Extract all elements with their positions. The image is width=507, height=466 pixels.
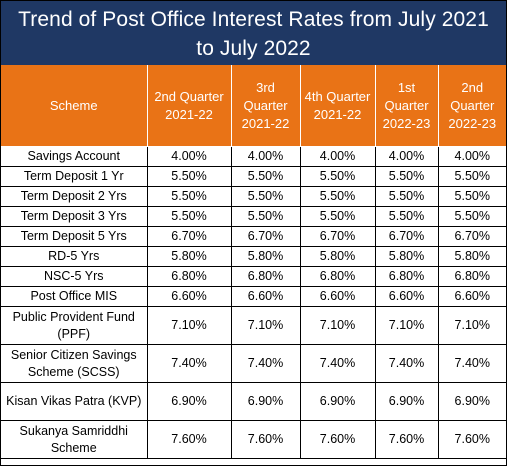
scheme-name-cell: Senior Citizen Savings Scheme (SCSS) bbox=[1, 344, 148, 383]
rate-cell: 5.50% bbox=[374, 206, 439, 227]
rate-cell: 5.80% bbox=[299, 246, 376, 267]
interest-rates-table: Scheme 2nd Quarter 2021-22 3rd Quarter 2… bbox=[1, 65, 506, 459]
column-header-q2-2021-22: 2nd Quarter 2021-22 bbox=[146, 65, 232, 147]
rate-cell: 6.80% bbox=[299, 266, 376, 287]
rate-cell: 6.60% bbox=[437, 286, 506, 307]
rate-cell: 7.60% bbox=[146, 420, 232, 459]
column-header-q2-2022-23: 2nd Quarter 2022-23 bbox=[437, 65, 506, 147]
rate-cell: 7.40% bbox=[146, 344, 232, 383]
rate-cell: 7.10% bbox=[230, 306, 301, 345]
rate-cell: 5.80% bbox=[437, 246, 506, 267]
rate-cell: 6.90% bbox=[374, 382, 439, 421]
table-body: Savings Account 4.00% 4.00% 4.00% 4.00% 4.00%… bbox=[1, 146, 506, 459]
rate-cell: 4.00% bbox=[299, 146, 376, 167]
rate-cell: 6.80% bbox=[374, 266, 439, 287]
table-row: Kisan Vikas Patra (KVP) 6.90% 6.90% 6.90% 6.… bbox=[1, 382, 506, 421]
scheme-name-cell: Term Deposit 5 Yrs bbox=[1, 226, 148, 247]
header-row: Scheme 2nd Quarter 2021-22 3rd Quarter 2… bbox=[1, 65, 506, 147]
scheme-name-cell: Savings Account bbox=[1, 146, 148, 167]
rate-cell: 6.80% bbox=[230, 266, 301, 287]
rate-cell: 7.40% bbox=[299, 344, 376, 383]
rate-cell: 7.10% bbox=[437, 306, 506, 345]
table-title: Trend of Post Office Interest Rates from… bbox=[1, 1, 506, 65]
rate-cell: 7.10% bbox=[146, 306, 232, 345]
column-header-scheme: Scheme bbox=[1, 65, 148, 147]
rate-cell: 6.70% bbox=[374, 226, 439, 247]
rate-cell: 7.60% bbox=[374, 420, 439, 459]
rate-cell: 6.60% bbox=[374, 286, 439, 307]
rate-cell: 6.70% bbox=[230, 226, 301, 247]
rate-cell: 7.60% bbox=[437, 420, 506, 459]
table-row: Public Provident Fund (PPF) 7.10% 7.10% 7.1… bbox=[1, 306, 506, 345]
rate-cell: 6.70% bbox=[299, 226, 376, 247]
rate-cell: 6.60% bbox=[299, 286, 376, 307]
rate-cell: 7.60% bbox=[299, 420, 376, 459]
rate-cell: 5.50% bbox=[299, 186, 376, 207]
scheme-name-cell: Sukanya Samriddhi Scheme bbox=[1, 420, 148, 459]
rate-cell: 7.60% bbox=[230, 420, 301, 459]
scheme-name-cell: RD-5 Yrs bbox=[1, 246, 148, 267]
rate-cell: 5.50% bbox=[299, 206, 376, 227]
rate-cell: 6.70% bbox=[146, 226, 232, 247]
rate-cell: 6.60% bbox=[230, 286, 301, 307]
rate-cell: 6.60% bbox=[146, 286, 232, 307]
rate-cell: 6.90% bbox=[146, 382, 232, 421]
scheme-name-cell: Term Deposit 2 Yrs bbox=[1, 186, 148, 207]
rate-cell: 5.50% bbox=[299, 166, 376, 187]
rate-cell: 5.50% bbox=[437, 186, 506, 207]
rate-cell: 7.40% bbox=[437, 344, 506, 383]
rate-cell: 6.90% bbox=[230, 382, 301, 421]
rate-cell: 4.00% bbox=[146, 146, 232, 167]
rate-cell: 5.80% bbox=[374, 246, 439, 267]
rate-cell: 5.50% bbox=[146, 166, 232, 187]
table-row: Term Deposit 2 Yrs 5.50% 5.50% 5.50% 5.50% 5.… bbox=[1, 186, 506, 207]
table-row: Term Deposit 5 Yrs 6.70% 6.70% 6.70% 6.70% 6.… bbox=[1, 226, 506, 247]
rate-cell: 6.80% bbox=[437, 266, 506, 287]
rate-cell: 5.50% bbox=[374, 166, 439, 187]
table-row: Term Deposit 1 Yr 5.50% 5.50% 5.50% 5.50% 5.5… bbox=[1, 166, 506, 187]
rate-cell: 5.50% bbox=[374, 186, 439, 207]
rate-cell: 5.50% bbox=[437, 206, 506, 227]
rate-cell: 6.90% bbox=[437, 382, 506, 421]
rate-cell: 4.00% bbox=[230, 146, 301, 167]
rate-cell: 7.40% bbox=[230, 344, 301, 383]
rate-cell: 5.50% bbox=[146, 186, 232, 207]
rate-cell: 5.50% bbox=[230, 166, 301, 187]
table-row: Sukanya Samriddhi Scheme 7.60% 7.60% 7.60% 7… bbox=[1, 420, 506, 459]
rate-cell: 4.00% bbox=[374, 146, 439, 167]
rate-cell: 5.50% bbox=[230, 186, 301, 207]
rate-cell: 6.90% bbox=[299, 382, 376, 421]
rate-cell: 5.50% bbox=[437, 166, 506, 187]
table-row: NSC-5 Yrs 6.80% 6.80% 6.80% 6.80% 6.80% bbox=[1, 266, 506, 287]
table-row: Term Deposit 3 Yrs 5.50% 5.50% 5.50% 5.50% 5.… bbox=[1, 206, 506, 227]
scheme-name-cell: Post Office MIS bbox=[1, 286, 148, 307]
table-row: Savings Account 4.00% 4.00% 4.00% 4.00% 4.00% bbox=[1, 146, 506, 167]
scheme-name-cell: NSC-5 Yrs bbox=[1, 266, 148, 287]
rate-cell: 5.80% bbox=[230, 246, 301, 267]
scheme-name-cell: Term Deposit 3 Yrs bbox=[1, 206, 148, 227]
rate-cell: 6.70% bbox=[437, 226, 506, 247]
column-header-q1-2022-23: 1st Quarter 2022-23 bbox=[374, 65, 439, 147]
rate-cell: 6.80% bbox=[146, 266, 232, 287]
rate-cell: 7.40% bbox=[374, 344, 439, 383]
rate-cell: 5.50% bbox=[146, 206, 232, 227]
rate-cell: 5.50% bbox=[230, 206, 301, 227]
column-header-q4-2021-22: 4th Quarter 2021-22 bbox=[299, 65, 376, 147]
table-row: Senior Citizen Savings Scheme (SCSS) 7.40… bbox=[1, 344, 506, 383]
table-row: RD-5 Yrs 5.80% 5.80% 5.80% 5.80% 5.80% bbox=[1, 246, 506, 267]
rate-cell: 7.10% bbox=[299, 306, 376, 345]
rate-cell: 7.10% bbox=[374, 306, 439, 345]
rate-cell: 5.80% bbox=[146, 246, 232, 267]
table-row: Post Office MIS 6.60% 6.60% 6.60% 6.60% 6.60% bbox=[1, 286, 506, 307]
scheme-name-cell: Kisan Vikas Patra (KVP) bbox=[1, 382, 148, 421]
column-header-q3-2021-22: 3rd Quarter 2021-22 bbox=[230, 65, 301, 147]
scheme-name-cell: Term Deposit 1 Yr bbox=[1, 166, 148, 187]
scheme-name-cell: Public Provident Fund (PPF) bbox=[1, 306, 148, 345]
rate-cell: 4.00% bbox=[437, 146, 506, 167]
